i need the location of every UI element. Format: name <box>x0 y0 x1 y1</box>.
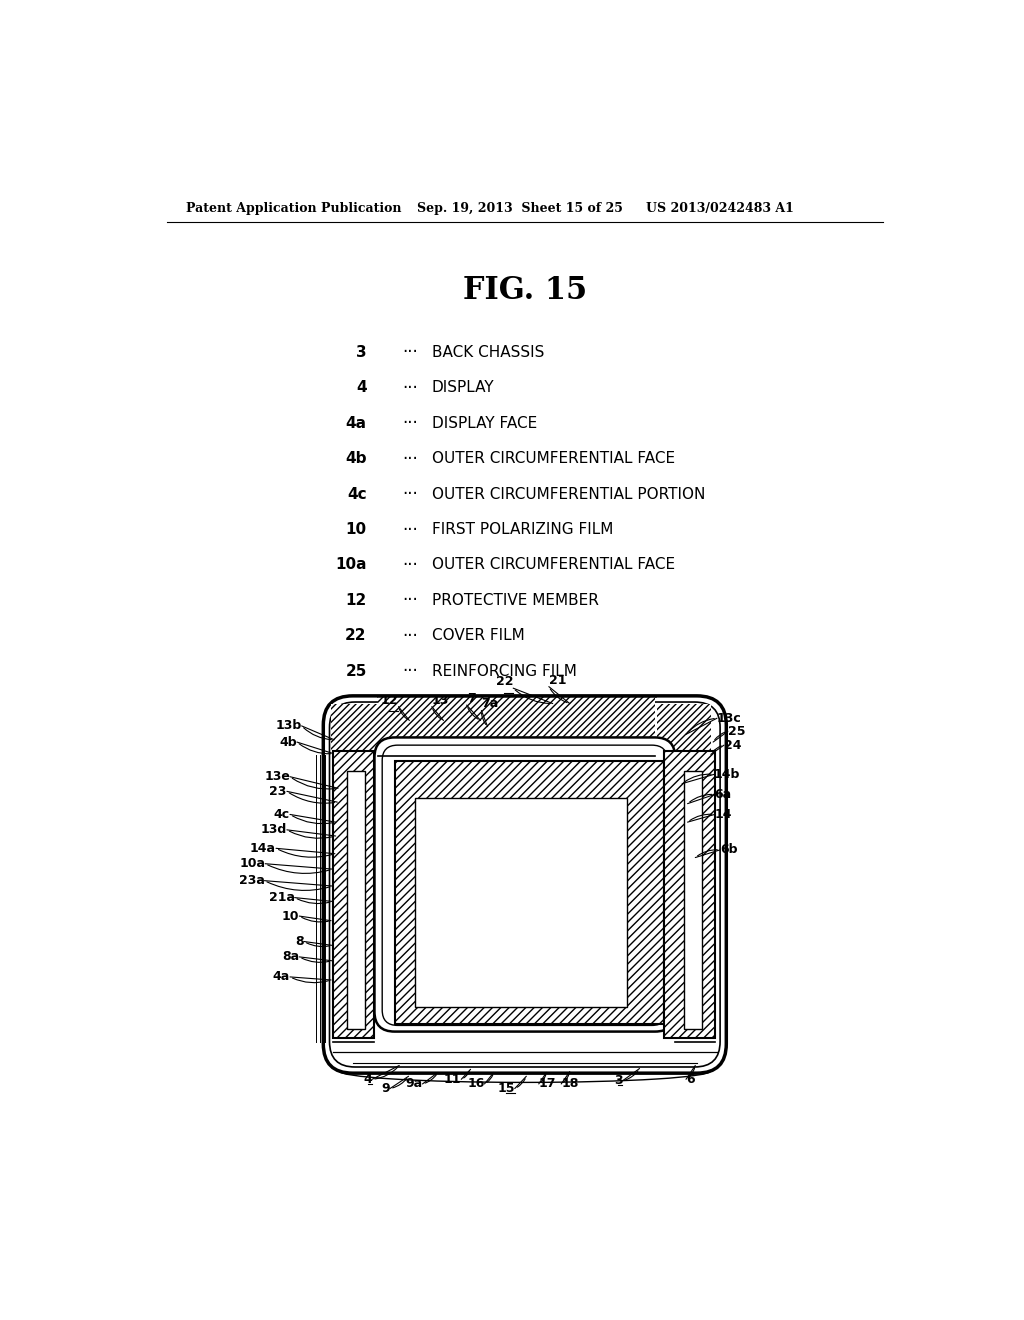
Text: 23: 23 <box>269 785 287 797</box>
Bar <box>333 751 375 1038</box>
Text: Patent Application Publication: Patent Application Publication <box>186 202 401 215</box>
Text: ···: ··· <box>402 343 418 362</box>
Bar <box>415 797 627 1007</box>
Text: 10a: 10a <box>240 857 265 870</box>
Text: PROTECTIVE MEMBER: PROTECTIVE MEMBER <box>432 593 599 609</box>
Text: 4a: 4a <box>346 416 367 430</box>
Text: 14: 14 <box>715 808 732 821</box>
Text: OUTER CIRCUMFERENTIAL FACE: OUTER CIRCUMFERENTIAL FACE <box>432 557 675 573</box>
Bar <box>684 771 701 1028</box>
Bar <box>656 704 711 755</box>
Bar <box>331 704 378 755</box>
Text: 21a: 21a <box>268 891 295 904</box>
Text: 12: 12 <box>381 693 398 706</box>
Text: 6: 6 <box>686 1073 694 1086</box>
Text: 3: 3 <box>613 1074 623 1088</box>
Bar <box>665 751 716 1038</box>
Text: 16: 16 <box>467 1077 484 1090</box>
Text: 7: 7 <box>467 692 475 705</box>
Text: ···: ··· <box>402 591 418 610</box>
Text: 4b: 4b <box>280 735 297 748</box>
Bar <box>656 704 711 755</box>
Text: ···: ··· <box>402 663 418 680</box>
Bar <box>394 760 665 1024</box>
Text: 9: 9 <box>381 1082 390 1096</box>
Text: US 2013/0242483 A1: US 2013/0242483 A1 <box>646 202 794 215</box>
Text: OUTER CIRCUMFERENTIAL FACE: OUTER CIRCUMFERENTIAL FACE <box>432 451 675 466</box>
Text: 13d: 13d <box>261 824 287 837</box>
Bar <box>331 704 378 755</box>
Text: DISPLAY FACE: DISPLAY FACE <box>432 416 537 430</box>
Text: ···: ··· <box>402 627 418 644</box>
Text: BACK CHASSIS: BACK CHASSIS <box>432 345 544 360</box>
Bar <box>378 696 655 756</box>
Text: ···: ··· <box>402 379 418 397</box>
Text: 9a: 9a <box>406 1077 423 1090</box>
Text: DISPLAY: DISPLAY <box>432 380 495 396</box>
FancyBboxPatch shape <box>375 738 675 1032</box>
Text: 3: 3 <box>356 345 367 360</box>
Bar <box>378 696 655 756</box>
Text: REINFORCING FILM: REINFORCING FILM <box>432 664 577 678</box>
Text: OUTER CIRCUMFERENTIAL PORTION: OUTER CIRCUMFERENTIAL PORTION <box>432 487 706 502</box>
Text: 22: 22 <box>345 628 367 643</box>
Text: 14b: 14b <box>714 768 740 781</box>
Text: 10: 10 <box>345 521 367 537</box>
Text: 21: 21 <box>549 673 566 686</box>
Text: 15: 15 <box>498 1082 515 1096</box>
Text: 23a: 23a <box>239 874 264 887</box>
Bar <box>333 751 375 1038</box>
Text: 18: 18 <box>561 1077 579 1090</box>
Text: 11: 11 <box>443 1073 461 1086</box>
Text: 4c: 4c <box>347 487 367 502</box>
Text: 24: 24 <box>724 739 741 751</box>
Bar <box>346 771 366 1028</box>
Text: 4: 4 <box>356 380 367 396</box>
Text: 8: 8 <box>295 935 304 948</box>
Text: ···: ··· <box>402 520 418 539</box>
Text: Sep. 19, 2013  Sheet 15 of 25: Sep. 19, 2013 Sheet 15 of 25 <box>417 202 623 215</box>
Text: FIRST POLARIZING FILM: FIRST POLARIZING FILM <box>432 521 613 537</box>
Text: COVER FILM: COVER FILM <box>432 628 524 643</box>
Text: 7a: 7a <box>481 697 499 710</box>
Text: ···: ··· <box>402 450 418 467</box>
Text: ···: ··· <box>402 486 418 503</box>
Text: 4c: 4c <box>273 808 290 821</box>
Text: 13: 13 <box>432 693 450 706</box>
FancyBboxPatch shape <box>324 696 726 1073</box>
Bar <box>665 751 716 1038</box>
Text: 6a: 6a <box>715 788 732 801</box>
Text: 13e: 13e <box>264 770 290 783</box>
Text: FIG. 15: FIG. 15 <box>463 276 587 306</box>
Text: 25: 25 <box>728 725 745 738</box>
Text: 10: 10 <box>282 909 299 923</box>
Text: ···: ··· <box>402 414 418 432</box>
Text: ···: ··· <box>402 556 418 574</box>
Bar <box>394 760 665 1024</box>
Text: 13c: 13c <box>717 711 741 725</box>
Text: 13b: 13b <box>275 719 302 733</box>
Text: 22: 22 <box>496 675 513 688</box>
Text: 10a: 10a <box>335 557 367 573</box>
Text: 4b: 4b <box>345 451 367 466</box>
Text: 12: 12 <box>345 593 367 609</box>
Text: 4a: 4a <box>272 970 290 983</box>
Text: 8a: 8a <box>283 950 299 964</box>
Text: 17: 17 <box>539 1077 556 1090</box>
Text: 25: 25 <box>345 664 367 678</box>
Text: 14a: 14a <box>250 842 276 855</box>
Text: 6b: 6b <box>720 843 737 857</box>
Text: 4: 4 <box>364 1073 372 1086</box>
